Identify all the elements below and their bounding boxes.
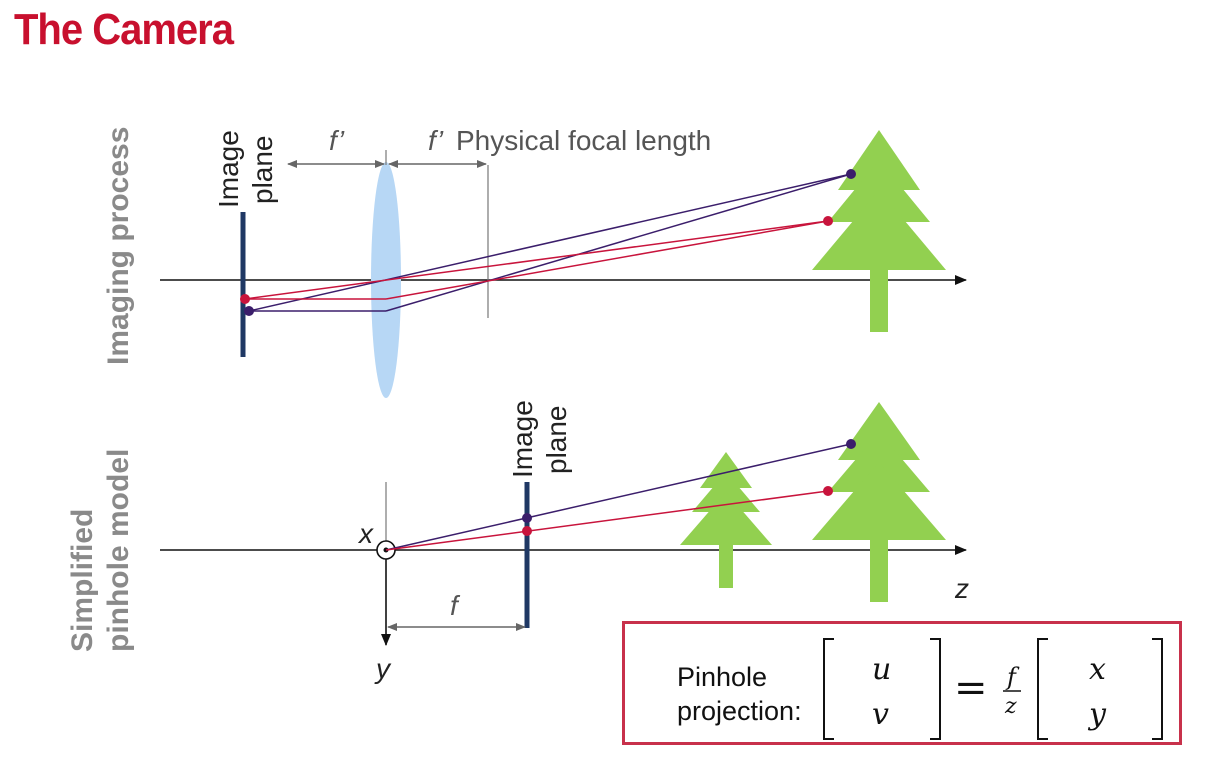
fraction-f: f xyxy=(1005,663,1020,691)
right-matrix-bracket-open xyxy=(1037,638,1048,740)
vector-y: y xyxy=(1087,697,1107,732)
image-point-purple-top xyxy=(244,306,254,316)
image-plane-label-bottom-2: plane xyxy=(541,405,572,474)
tree-big-bottom xyxy=(812,402,946,602)
object-point-purple-top xyxy=(846,169,856,179)
projection-equation: u v = f z x y xyxy=(823,638,1163,740)
vector-v: v xyxy=(872,697,889,732)
image-point-red-bottom xyxy=(522,526,532,536)
rays-red-top xyxy=(244,220,829,300)
fraction-z: z xyxy=(1004,694,1017,719)
formula-label: Pinhole projection: xyxy=(677,660,802,728)
formula-label-line1: Pinhole xyxy=(677,662,768,692)
x-axis-label: x xyxy=(357,518,374,549)
ray-purple-bottom xyxy=(385,443,852,551)
f-label: f xyxy=(450,590,461,621)
vector-x: x xyxy=(1089,652,1106,687)
y-axis-label: y xyxy=(374,653,392,684)
page-title: The Camera xyxy=(14,6,234,54)
ray-red-bottom xyxy=(385,490,829,551)
tree-top xyxy=(812,130,946,332)
side-label-imaging-process: Imaging process xyxy=(102,127,135,365)
side-label-pinhole-model: pinhole model xyxy=(102,449,135,652)
image-plane-label-top-1: Image xyxy=(213,130,244,208)
image-point-red-top xyxy=(240,294,250,304)
side-label-simplified: Simplified xyxy=(66,509,99,652)
image-plane-label-top-2: plane xyxy=(247,135,278,204)
left-matrix-bracket-open xyxy=(823,638,834,740)
equals-sign: = xyxy=(954,665,988,711)
object-point-purple-bottom xyxy=(846,439,856,449)
right-matrix-bracket-close xyxy=(1152,638,1163,740)
pinhole-projection-box: Pinhole projection: u v = f z x y xyxy=(622,621,1182,745)
image-point-purple-bottom xyxy=(522,513,532,523)
rays-purple-top xyxy=(248,173,852,312)
f-prime-label-left: f’ xyxy=(329,125,345,156)
f-prime-label-right: f’ xyxy=(428,125,444,156)
image-plane-label-bottom-1: Image xyxy=(507,400,538,478)
object-point-red-bottom xyxy=(823,486,833,496)
left-matrix-bracket-close xyxy=(930,638,941,740)
object-point-red-top xyxy=(823,216,833,226)
focal-length-caption: Physical focal length xyxy=(456,125,711,156)
z-axis-label: z xyxy=(954,573,969,604)
formula-label-line2: projection: xyxy=(677,696,802,726)
vector-u: u xyxy=(872,652,891,687)
